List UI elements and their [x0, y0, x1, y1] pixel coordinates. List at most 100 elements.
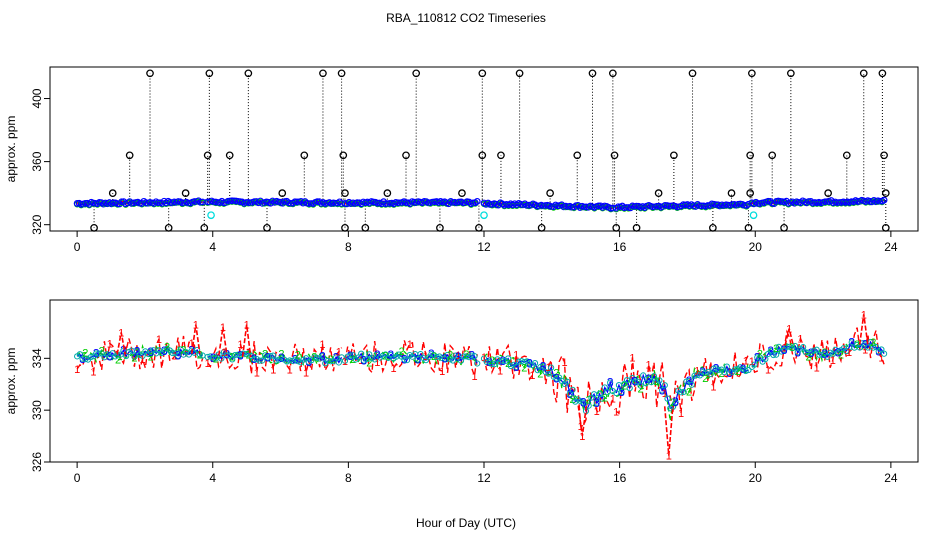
bottom-series1-symbol: 1 [878, 353, 884, 365]
bottom-point-circle [474, 360, 481, 367]
bottom-series1-symbol: 1 [237, 339, 243, 351]
bottom-series3-symbol: 3 [107, 350, 114, 364]
bottom-point-circle [773, 351, 780, 358]
bottom-series1-symbol: 1 [205, 358, 211, 370]
bottom-series2-symbol: 2 [570, 394, 576, 406]
bottom-point-circle [580, 399, 587, 406]
bottom-series1-symbol: 1 [319, 339, 325, 351]
bottom-series1-symbol: 1 [497, 366, 503, 378]
bottom-y-tick-label: 330 [30, 400, 44, 420]
bottom-point-circle [659, 387, 666, 394]
top-spike-small-point [746, 189, 755, 198]
bottom-point-circle [539, 363, 547, 370]
bottom-series2-symbol: 2 [621, 380, 627, 392]
bottom-series2-symbol: 2 [654, 376, 660, 388]
bottom-point-circle [688, 381, 695, 388]
bottom-point-circle [650, 373, 658, 380]
bottom-series2-symbol: 2 [586, 395, 592, 407]
bottom-series2-symbol: 2 [447, 350, 453, 362]
bottom-point-circle [112, 353, 119, 360]
bottom-x-tick-label: 8 [345, 471, 352, 485]
bottom-point-circle [618, 388, 625, 396]
bottom-point-circle [444, 351, 451, 359]
bottom-series2-symbol: 2 [382, 350, 388, 362]
bottom-point-circle [609, 387, 616, 395]
bottom-series3-symbol: 3 [333, 351, 340, 365]
bottom-x-tick-label: 12 [477, 471, 491, 485]
top-spike-small-point [727, 189, 736, 198]
bottom-x-tick-label: 0 [74, 471, 81, 485]
bottom-series1-symbol: 1 [221, 347, 227, 359]
bottom-point-circle [775, 343, 782, 350]
bottom-point-circle [805, 349, 812, 356]
bottom-series1-dip-symbol: 1 [666, 451, 672, 463]
bottom-series1-dip-line [577, 405, 588, 437]
bottom-series1-peak-line [858, 314, 869, 345]
top-spike-mid-point [300, 151, 309, 160]
bottom-series1-symbol: 1 [336, 347, 342, 359]
bottom-series1-symbol: 1 [846, 347, 852, 359]
bottom-point-circle [401, 356, 408, 363]
bottom-point-circle [623, 376, 631, 384]
top-filtered-point [749, 211, 758, 220]
bottom-point-circle [468, 352, 475, 359]
bottom-point-circle [349, 352, 357, 359]
bottom-series3-line [344, 352, 478, 364]
bottom-series3-symbol: 3 [374, 348, 381, 362]
top-spike-small-point [546, 189, 554, 198]
bottom-series2-symbol: 2 [213, 354, 219, 366]
top-spike-mid-point [225, 151, 234, 160]
top-filtered-point [207, 211, 215, 220]
bottom-series2-symbol: 2 [262, 349, 268, 361]
bottom-point-circle [680, 388, 687, 395]
bottom-point-circle [661, 382, 668, 389]
bottom-series1-symbol: 1 [156, 334, 162, 346]
bottom-series1-symbol: 1 [710, 381, 716, 393]
bottom-series2-symbol: 2 [553, 367, 559, 379]
bottom-series1-peak-line [190, 324, 201, 354]
bottom-series2-symbol: 2 [789, 342, 795, 354]
bottom-series3-symbol: 3 [305, 355, 312, 369]
bottom-series1-symbol: 1 [513, 350, 519, 362]
top-spike-mid-point [746, 151, 755, 160]
bottom-point-circle [449, 357, 457, 364]
bottom-point-circle [626, 385, 633, 392]
top-spike-small-point [108, 189, 117, 198]
bottom-point-circle [499, 357, 506, 365]
bottom-series1-peak-line [218, 327, 228, 356]
bottom-series3-symbol: 3 [593, 396, 600, 410]
bottom-point-circle [272, 357, 280, 364]
bottom-series1-symbol: 1 [678, 408, 684, 420]
top-spike-mid-point [670, 151, 678, 160]
bottom-series3-symbol: 3 [319, 349, 326, 363]
top-spike-high-point [205, 69, 214, 78]
bottom-point-circle [335, 359, 342, 366]
bottom-series1-peak-symbol: 1 [193, 320, 199, 332]
bottom-series1-dip-line [663, 406, 674, 456]
bottom-series1-peak-symbol: 1 [786, 324, 792, 336]
top-spike-small-point [654, 189, 663, 198]
bottom-series1-symbol: 1 [374, 357, 380, 369]
bottom-series3-symbol: 3 [767, 344, 774, 358]
top-spike-high-point [787, 69, 795, 78]
bottom-point-circle [229, 356, 236, 363]
bottom-series1-symbol: 1 [561, 357, 567, 369]
bottom-point-circle [601, 384, 608, 391]
top-spike-small-point [824, 189, 832, 198]
top-spike-high-point [608, 69, 617, 78]
bottom-point-circle [139, 352, 146, 359]
bottom-point-circle [715, 366, 722, 374]
bottom-point-circle [818, 351, 826, 359]
bottom-series3-symbol: 3 [161, 344, 168, 358]
bottom-series2-symbol: 2 [805, 352, 811, 364]
top-spike-small-point [458, 189, 466, 198]
bottom-point-circle [637, 382, 644, 389]
bottom-series2-symbol: 2 [82, 348, 88, 360]
top-spike-high-point [859, 69, 868, 78]
bottom-series3-symbol: 3 [875, 344, 882, 358]
top-spike-mid-point [880, 151, 888, 160]
bottom-series1-symbol: 1 [455, 350, 461, 362]
top-spike-mid-point [402, 151, 410, 160]
